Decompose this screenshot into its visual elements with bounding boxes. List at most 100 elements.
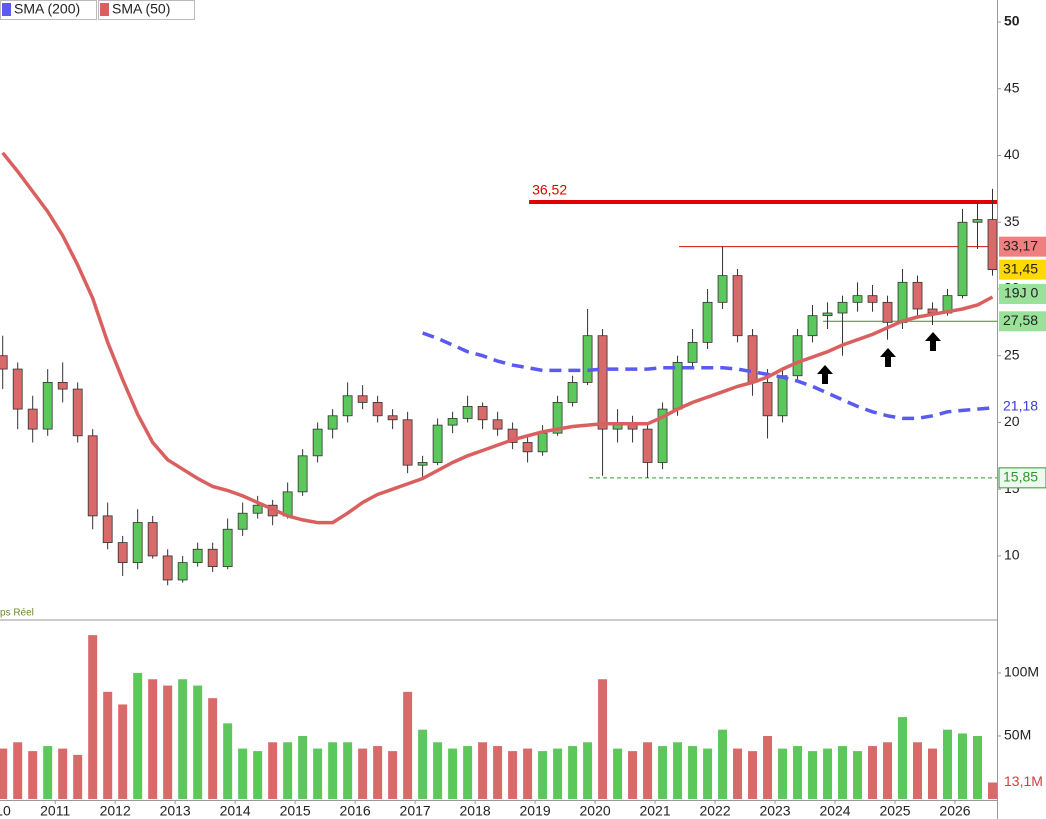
y-tick-label: 40 bbox=[1004, 146, 1020, 162]
volume-bar bbox=[103, 691, 113, 799]
candle-body bbox=[282, 491, 293, 517]
volume-bar bbox=[658, 746, 668, 799]
x-tick-label: 2020 bbox=[580, 803, 611, 819]
volume-bar bbox=[613, 748, 623, 799]
volume-bar bbox=[328, 742, 338, 799]
candle-body bbox=[732, 275, 743, 337]
legend-box bbox=[0, 0, 97, 20]
volume-bar bbox=[58, 748, 68, 799]
volume-bar bbox=[538, 751, 548, 799]
volume-bar bbox=[643, 742, 653, 799]
candle-body bbox=[492, 419, 503, 430]
volume-bar bbox=[568, 746, 578, 799]
candle-body bbox=[447, 418, 458, 426]
volume-bar bbox=[823, 748, 833, 799]
source-note: ps Réel bbox=[0, 608, 34, 619]
candle-body bbox=[342, 395, 353, 417]
legend-label: SMA (200) bbox=[14, 1, 80, 17]
candle-body bbox=[522, 442, 533, 453]
candle-body bbox=[642, 428, 653, 463]
arrow bbox=[880, 348, 896, 367]
volume-bar bbox=[868, 746, 878, 799]
volume-bar bbox=[898, 717, 908, 799]
volume-bar bbox=[253, 751, 263, 799]
volume-bar bbox=[358, 748, 368, 799]
y-tick-label: 10 bbox=[1004, 547, 1020, 563]
volume-bar bbox=[733, 748, 743, 799]
x-tick-label: 2025 bbox=[879, 803, 910, 819]
volume-bar bbox=[388, 751, 398, 799]
volume-bar bbox=[463, 746, 473, 799]
candle-body bbox=[432, 424, 443, 463]
candle-body bbox=[102, 515, 113, 543]
candle-body bbox=[792, 335, 803, 377]
candle-body bbox=[597, 335, 608, 430]
volume-bar bbox=[223, 723, 233, 799]
x-tick-label: 2023 bbox=[759, 803, 790, 819]
volume-bar bbox=[43, 746, 53, 799]
candle-body bbox=[882, 301, 893, 323]
sma-line bbox=[1, 151, 994, 525]
volume-bar bbox=[688, 746, 698, 799]
candle-body bbox=[402, 419, 413, 466]
volume-bar bbox=[718, 729, 728, 799]
candle-body bbox=[12, 368, 23, 410]
volume-bar bbox=[598, 679, 608, 799]
legend-box bbox=[98, 0, 195, 20]
volume-bar bbox=[958, 733, 968, 799]
candle-body bbox=[987, 219, 997, 271]
volume-bar bbox=[778, 748, 788, 799]
x-tick-label: 2018 bbox=[460, 803, 491, 819]
volume-bar bbox=[883, 742, 893, 799]
candle-body bbox=[747, 335, 758, 383]
volume-bar bbox=[28, 751, 38, 799]
countdown-tag bbox=[999, 284, 1046, 304]
volume-bar bbox=[403, 691, 413, 799]
volume-bar bbox=[493, 746, 503, 799]
x-tick-label: 2014 bbox=[220, 803, 251, 819]
price-tag bbox=[999, 311, 1046, 332]
candle-body bbox=[837, 301, 848, 314]
price-tag-label: 27,58 bbox=[1003, 312, 1038, 328]
candle-body bbox=[567, 382, 578, 403]
price-tag-label: 21,18 bbox=[1003, 397, 1038, 413]
price-tag bbox=[999, 236, 1046, 257]
candle-body bbox=[717, 275, 728, 303]
candle-body bbox=[867, 295, 878, 303]
candle-body bbox=[387, 415, 398, 421]
x-tick-label: 2022 bbox=[699, 803, 730, 819]
x-tick-label: 2012 bbox=[100, 803, 131, 819]
candle-body bbox=[222, 528, 233, 568]
candle-body bbox=[912, 281, 923, 310]
candle-body bbox=[0, 355, 8, 370]
volume-bar bbox=[298, 735, 308, 799]
countdown-label: 19J 0 bbox=[1004, 285, 1038, 301]
x-tick-label: 2011 bbox=[40, 803, 70, 819]
candle-body bbox=[192, 548, 203, 564]
axes: 101520253035404550100M50M201020112012201… bbox=[0, 13, 1046, 819]
volume-bar bbox=[583, 742, 593, 799]
x-tick-label: 2019 bbox=[520, 803, 551, 819]
volume-bar bbox=[448, 748, 458, 799]
volume-bar bbox=[853, 751, 863, 799]
sma-line bbox=[422, 331, 993, 421]
volume-bar bbox=[943, 729, 953, 799]
volume-bar bbox=[0, 748, 8, 799]
candle-body bbox=[27, 408, 38, 430]
legend-item: SMA (200) bbox=[0, 0, 97, 20]
volume-bar bbox=[553, 748, 563, 799]
volume-bar bbox=[748, 751, 758, 799]
volume-bar bbox=[913, 742, 923, 799]
price-tag-label: 31,45 bbox=[1003, 260, 1038, 276]
y-tick-label: 45 bbox=[1004, 79, 1020, 95]
x-tick-label: 2013 bbox=[160, 803, 191, 819]
volume-bar bbox=[268, 742, 278, 799]
volume-bar bbox=[433, 742, 443, 799]
candle-body bbox=[897, 281, 908, 323]
candle-body bbox=[537, 432, 548, 453]
volume-bar bbox=[73, 754, 83, 799]
arrow bbox=[925, 332, 941, 351]
volume-bar bbox=[208, 698, 218, 799]
